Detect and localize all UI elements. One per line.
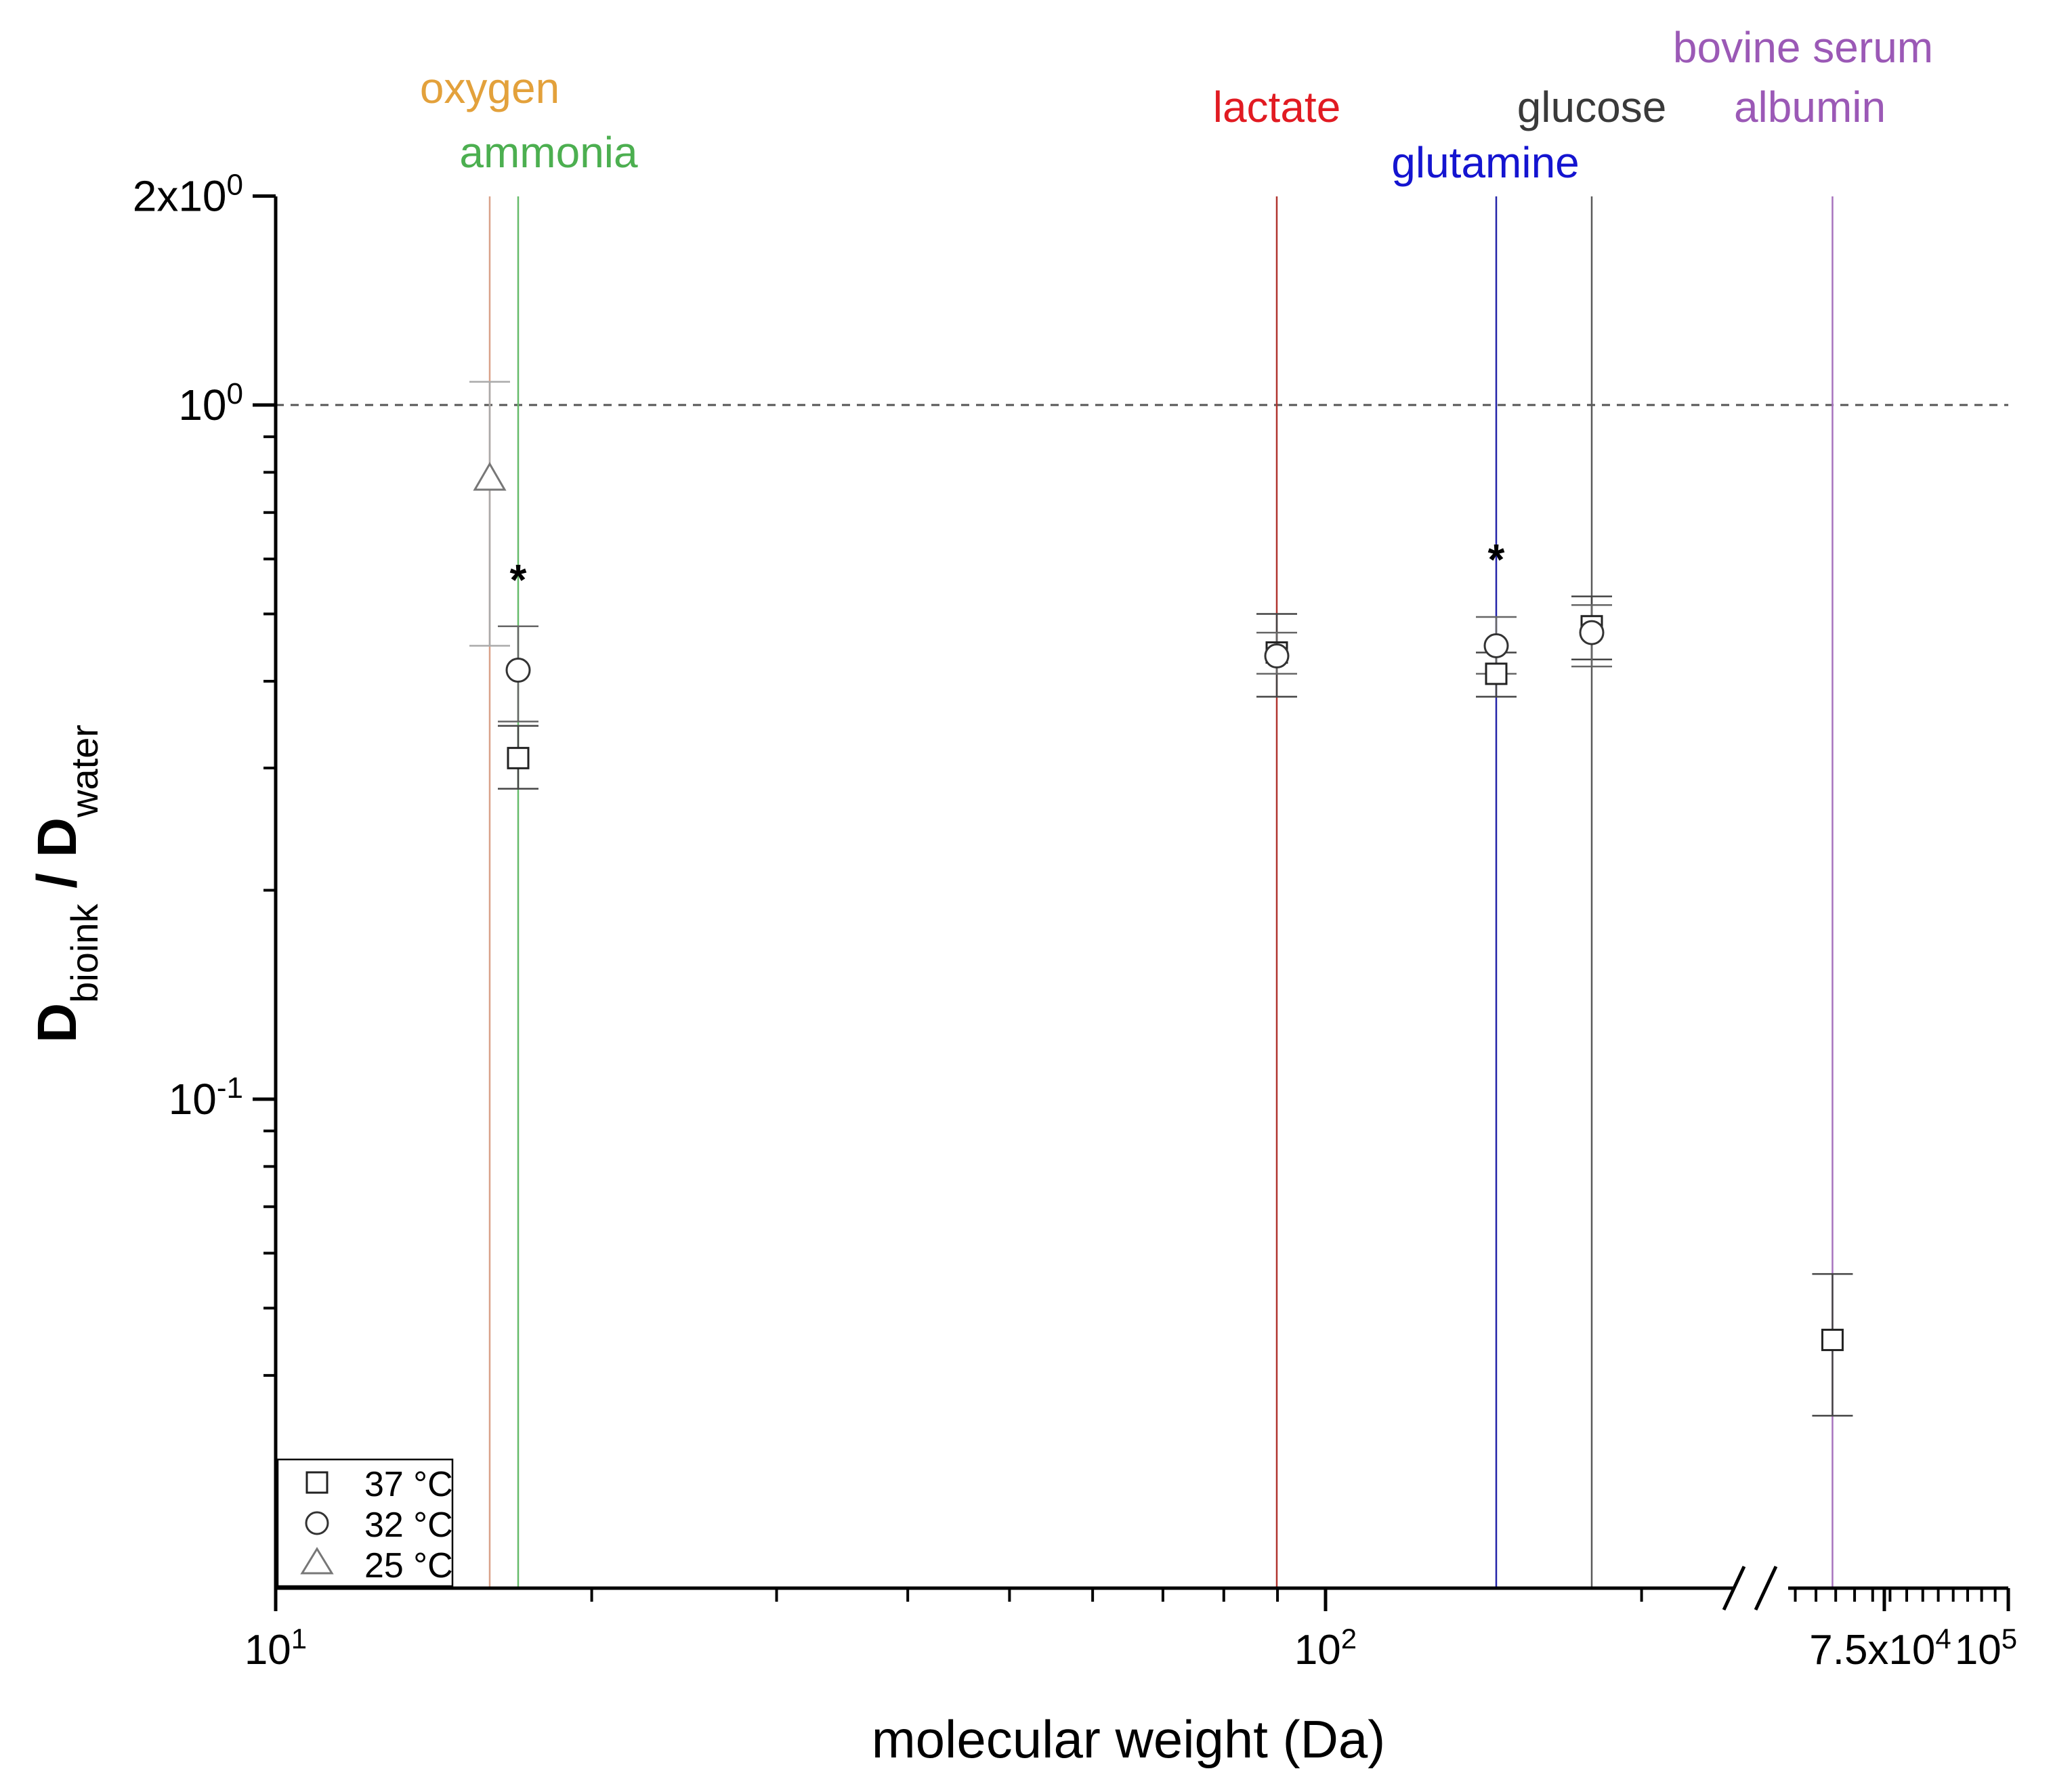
legend-label-circle: 32 °C	[364, 1506, 453, 1545]
marker-square-bovine-serum-albumin	[1821, 1328, 1844, 1351]
axis-break-mark-1	[1722, 1565, 1746, 1611]
marker-triangle-oxygen	[473, 462, 507, 491]
molecule-label-glutamine: glutamine	[1391, 138, 1580, 187]
y-tick-label-1: 100	[178, 377, 243, 430]
marker-circle-glutamine	[1483, 633, 1509, 658]
molecule-label-ammonia: ammonia	[459, 128, 638, 177]
axes-layer: 2x100 100 10-1 101 102 7.5x104 105	[133, 168, 2017, 1673]
marker-square-ammonia	[507, 746, 530, 769]
molecule-label-bovine-serum-albumin-0: bovine serum	[1673, 23, 1933, 72]
x-tick-label-1: 102	[1294, 1623, 1357, 1674]
legend-marker-circle	[305, 1511, 329, 1535]
error-bar-triangle-oxygen	[469, 381, 510, 647]
molecule-label-glucose: glucose	[1517, 83, 1667, 131]
x-tick-label-3: 105	[1955, 1623, 2017, 1674]
molecule-label-lactate: lactate	[1213, 83, 1341, 131]
annotation-asterisk-1: *	[1488, 535, 1505, 584]
y-axis-title: Dbioink / Dwater	[26, 725, 106, 1043]
x-tick-label-2: 7.5x104	[1809, 1623, 1951, 1674]
markers-layer	[473, 462, 1844, 1351]
molecule-label-oxygen: oxygen	[420, 64, 559, 112]
x-tick-label-0: 101	[245, 1623, 307, 1674]
legend-label-triangle: 25 °C	[364, 1546, 453, 1585]
marker-circle-ammonia	[505, 658, 531, 683]
x-axis-title: molecular weight (Da)	[872, 1709, 1386, 1769]
y-tick-label-0: 2x100	[133, 168, 243, 221]
annotation-asterisk-0: *	[510, 555, 527, 604]
labels-layer: oxygen ammonia lactate glutamine glucosebovi…	[26, 23, 1933, 1769]
legend: 37 °C32 °C25 °C	[276, 1458, 454, 1587]
legend-marker-square	[305, 1471, 329, 1494]
marker-circle-glucose	[1579, 620, 1605, 645]
legend-label-square: 37 °C	[364, 1465, 453, 1504]
molecule-label-bovine-serum-albumin-1: albumin	[1734, 83, 1886, 131]
y-tick-label-2: 10-1	[169, 1071, 243, 1124]
marker-square-glutamine	[1485, 662, 1508, 685]
error-bars-layer	[469, 381, 1853, 1417]
marker-circle-lactate	[1264, 643, 1290, 669]
axis-break-mark-2	[1754, 1565, 1778, 1611]
legend-marker-triangle	[300, 1547, 334, 1575]
